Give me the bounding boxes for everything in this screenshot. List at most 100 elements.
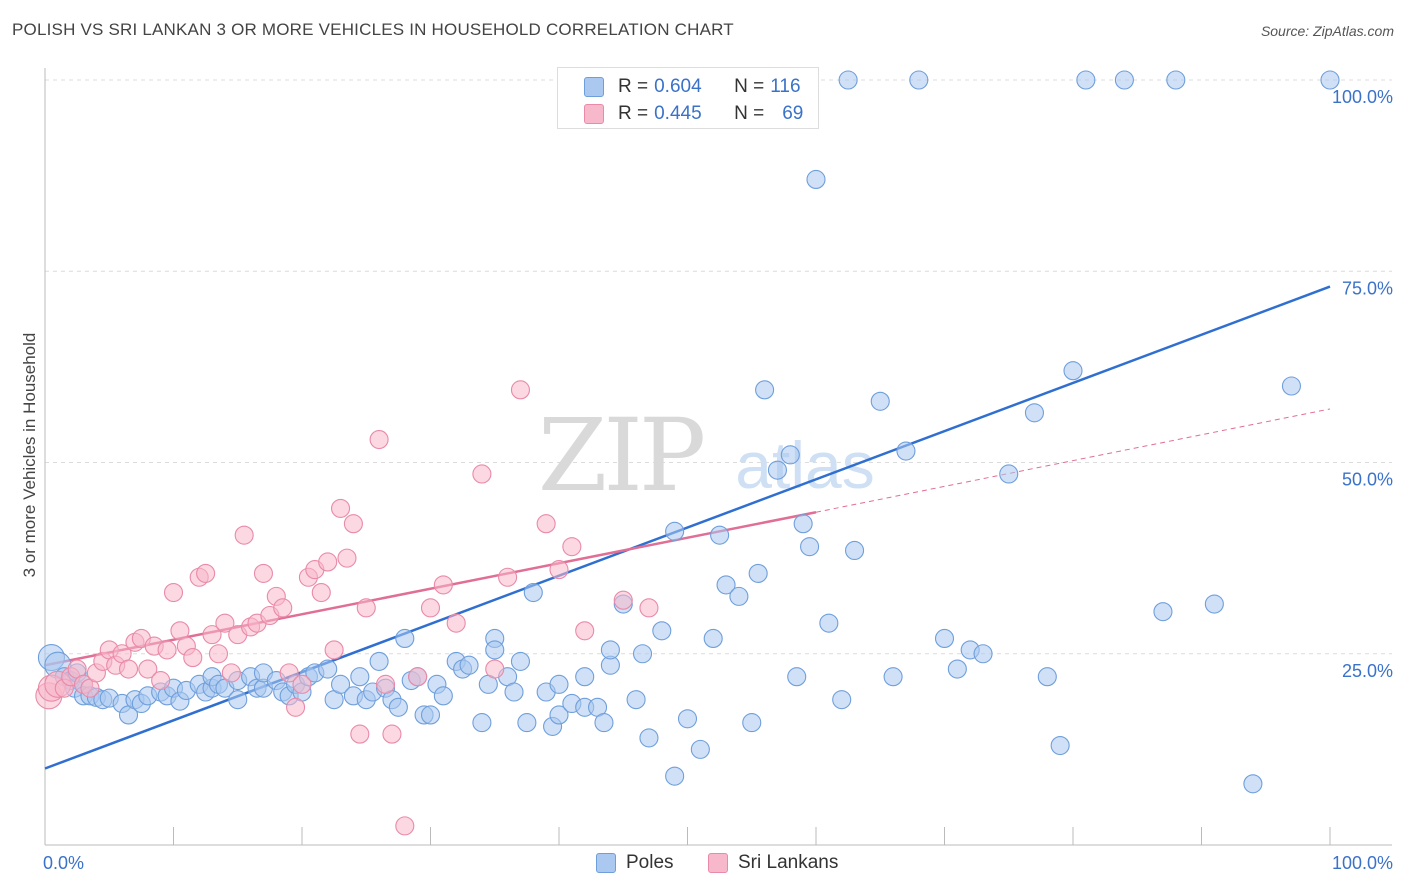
legend-item-poles[interactable]: Poles (596, 852, 674, 874)
poles-point (806, 169, 826, 189)
sri-lankans-point (433, 575, 453, 595)
poles-point (388, 697, 408, 717)
sri-lankans-point (221, 663, 241, 683)
poles-point (690, 739, 710, 759)
sri-lankans-legend-label: Sri Lankans (738, 852, 839, 873)
poles-point (999, 464, 1019, 484)
sri-lankans-point (420, 598, 441, 618)
sri-lankans-point (350, 724, 370, 744)
poles-point (228, 690, 248, 710)
y-tick-label: 50.0% (1342, 470, 1393, 490)
sri-lankans-point (330, 498, 351, 518)
poles-point (832, 690, 852, 710)
legend-row-poles: R = 0.604 N = 116 (584, 75, 801, 99)
sri-lankans-point (343, 514, 363, 534)
tick-labels: 25.0% 50.0% 75.0% 100.0% 0.0% 100.0% (43, 87, 1393, 873)
sri-lankans-point (311, 582, 331, 603)
legend-row-sri-lankans: R = 0.445 N = 69 (584, 102, 803, 126)
chart-title: POLISH VS SRI LANKAN 3 OR MORE VEHICLES … (12, 20, 734, 39)
poles-point (517, 713, 537, 733)
sri-lankans-point (408, 667, 428, 687)
poles-point (575, 667, 595, 687)
poles-point (819, 613, 839, 633)
sri-lankans-point (163, 582, 184, 603)
sri-lankans-point (183, 648, 203, 668)
poles-point (883, 667, 903, 687)
axes (44, 68, 1392, 846)
poles-r-value: 0.604 (654, 76, 702, 97)
poles-point (716, 575, 736, 595)
sri-lankans-point (356, 598, 376, 618)
poles-point (1063, 361, 1083, 381)
poles-point (420, 705, 441, 725)
sri-lankans-point (215, 613, 235, 633)
poles-point (677, 709, 698, 729)
poles-point (395, 628, 415, 649)
poles-point (1166, 70, 1186, 90)
sri-lankans-point (575, 621, 595, 641)
sri-lankans-point (472, 464, 492, 484)
poles-point (1037, 667, 1057, 687)
sri-lankans-r-value: 0.445 (654, 103, 702, 124)
sri-lankans-point (375, 674, 396, 694)
poles-point (844, 540, 865, 561)
poles-point (742, 713, 762, 733)
poles-point (710, 525, 730, 545)
correlation-legend: R = 0.604 N = 116 R = 0.445 N = 69 (557, 67, 819, 129)
poles-point (934, 628, 955, 649)
poles-point (1050, 735, 1070, 756)
poles-swatch (584, 77, 604, 97)
sri-lankans-point (318, 552, 338, 572)
sri-lankans-point (613, 590, 633, 610)
poles-point (729, 586, 749, 606)
poles-point (652, 621, 672, 641)
sri-lankans-point (253, 563, 274, 583)
poles-point (665, 766, 685, 786)
sri-lankans-point (536, 514, 556, 534)
sri-lankans-point (234, 525, 254, 545)
poles-point (549, 674, 569, 694)
sri-lankans-trend-extension (815, 408, 1331, 513)
poles-point (523, 582, 543, 603)
sri-lankans-point (118, 659, 139, 679)
poles-point (1153, 602, 1173, 622)
poles-point (350, 667, 370, 687)
x-tick-label: 0.0% (43, 853, 84, 873)
sri-lankans-point (498, 567, 518, 587)
sri-lankans-point (369, 429, 389, 450)
x-tick-label: 100.0% (1332, 853, 1393, 873)
poles-point (485, 640, 505, 660)
poles-point (909, 70, 929, 90)
poles-point (755, 380, 775, 400)
sri-lankans-point (562, 537, 582, 557)
sri-lankans-point (639, 598, 659, 618)
poles-point (838, 70, 858, 90)
poles-point (1024, 403, 1044, 423)
sri-lankans-point (208, 644, 229, 664)
legend-item-sri-lankans[interactable]: Sri Lankans (708, 852, 838, 874)
poles-point (330, 674, 351, 694)
sri-lankans-point (485, 659, 505, 679)
poles-point (369, 651, 389, 671)
sri-lankans-n-key: N = (734, 103, 765, 124)
poles-n-key: N = (734, 76, 765, 97)
poles-point (504, 682, 524, 702)
poles-point (459, 655, 479, 675)
gridlines (45, 79, 1392, 655)
poles-point (1243, 774, 1263, 794)
poles-point (1281, 376, 1301, 396)
sri-lankans-n-value: 69 (782, 103, 804, 124)
poles-point (748, 563, 768, 583)
data-points (35, 70, 1340, 836)
series-legend: Poles Sri Lankans (0, 852, 1406, 876)
poles-point (600, 640, 620, 660)
sri-lankans-trend-line (44, 510, 817, 667)
poles-point (1114, 70, 1134, 90)
y-tick-label: 100.0% (1332, 87, 1393, 107)
sri-lankans-point (510, 380, 531, 400)
sri-lankans-point (157, 640, 177, 660)
sri-lankans-point (446, 613, 466, 633)
poles-point (632, 644, 653, 664)
poles-point (780, 445, 800, 465)
